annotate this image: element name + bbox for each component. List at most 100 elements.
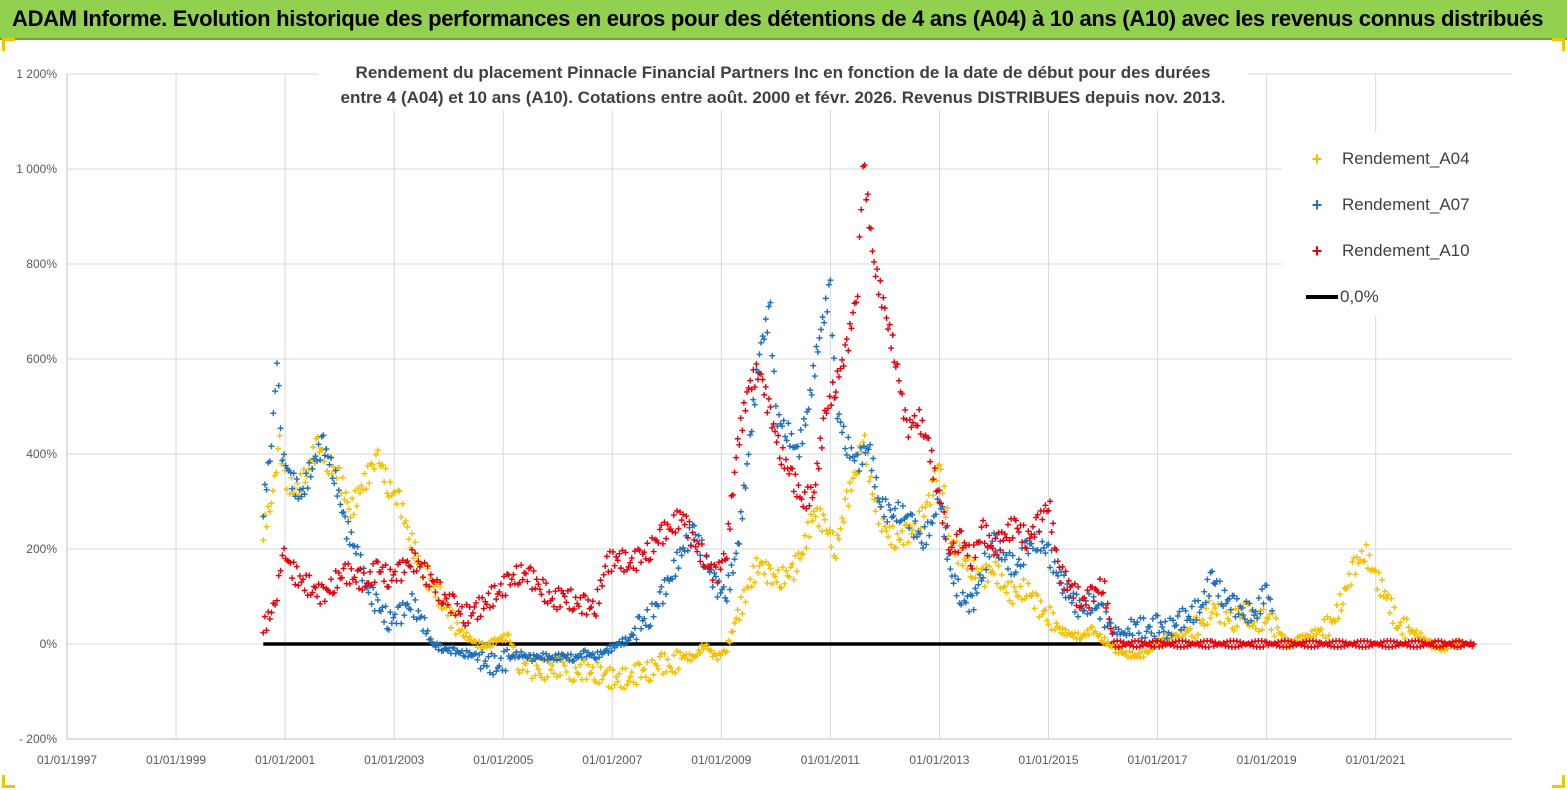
data-point <box>860 439 867 446</box>
data-point <box>717 566 724 573</box>
data-point <box>712 573 719 580</box>
data-point <box>553 673 560 680</box>
data-point <box>1375 569 1382 576</box>
data-point <box>672 573 679 580</box>
data-point <box>424 563 431 570</box>
data-point <box>360 569 367 576</box>
data-point <box>790 488 797 495</box>
data-point <box>1045 507 1052 514</box>
data-point <box>379 604 386 611</box>
data-point <box>1263 639 1270 646</box>
data-point <box>753 360 760 367</box>
data-point <box>1313 638 1320 645</box>
data-point <box>1394 639 1401 646</box>
data-point <box>1154 612 1161 619</box>
data-point <box>343 535 350 542</box>
data-point <box>504 646 511 653</box>
data-point <box>1378 576 1385 583</box>
data-point <box>418 613 425 620</box>
data-point <box>1128 616 1135 623</box>
data-point <box>511 580 518 587</box>
data-point <box>1029 545 1036 552</box>
data-point <box>529 586 536 593</box>
data-point <box>1084 627 1091 634</box>
data-point <box>798 496 805 503</box>
data-point <box>661 519 668 526</box>
data-point <box>275 445 282 452</box>
data-point <box>490 671 497 678</box>
data-point <box>451 593 458 600</box>
data-point <box>1070 595 1077 602</box>
data-point <box>884 518 891 525</box>
data-point <box>739 427 746 434</box>
data-point <box>878 503 885 510</box>
data-point <box>861 162 868 169</box>
data-point <box>831 355 838 362</box>
data-point <box>385 584 392 591</box>
data-point <box>740 586 747 593</box>
data-point <box>1372 567 1379 574</box>
data-point <box>622 549 629 556</box>
data-point <box>1382 588 1389 595</box>
data-point <box>1023 545 1030 552</box>
data-point <box>661 576 668 583</box>
data-point <box>1123 632 1130 639</box>
data-point <box>443 595 450 602</box>
data-point <box>326 461 333 468</box>
data-point <box>610 548 617 555</box>
data-point <box>994 580 1001 587</box>
data-point <box>454 619 461 626</box>
data-point <box>1182 630 1189 637</box>
data-point <box>1025 550 1032 557</box>
y-tick-label: 200% <box>26 542 57 556</box>
data-point <box>578 654 585 661</box>
data-point <box>782 567 789 574</box>
data-point <box>1327 616 1334 623</box>
data-point <box>1230 627 1237 634</box>
data-point <box>614 557 621 564</box>
data-point <box>1377 639 1384 646</box>
data-point <box>808 391 815 398</box>
data-point <box>899 390 906 397</box>
data-point <box>1047 604 1054 611</box>
data-point <box>550 603 557 610</box>
data-point <box>1136 643 1143 650</box>
data-point <box>942 536 949 543</box>
data-point <box>803 505 810 512</box>
data-point <box>564 587 571 594</box>
data-point <box>365 589 372 596</box>
data-point <box>458 626 465 633</box>
data-point <box>858 206 865 213</box>
data-point <box>630 632 637 639</box>
data-point <box>1081 594 1088 601</box>
data-point <box>1204 621 1211 628</box>
data-point <box>1171 643 1178 650</box>
data-point <box>1210 643 1217 650</box>
data-point <box>633 567 640 574</box>
data-point <box>692 531 699 538</box>
data-point <box>675 565 682 572</box>
data-point <box>373 591 380 598</box>
data-point <box>846 479 853 486</box>
data-point <box>641 615 648 622</box>
data-point <box>1003 589 1010 596</box>
data-point <box>451 645 458 652</box>
data-point <box>1237 638 1244 645</box>
data-point <box>888 541 895 548</box>
data-point <box>330 463 337 470</box>
data-point <box>764 329 771 336</box>
data-point <box>462 622 469 629</box>
data-point <box>1003 552 1010 559</box>
data-point <box>1034 511 1041 518</box>
data-point <box>415 558 422 565</box>
data-point <box>683 513 690 520</box>
data-point <box>1142 634 1149 641</box>
data-point <box>260 513 267 520</box>
data-point <box>1185 639 1192 646</box>
data-point <box>418 561 425 568</box>
data-point <box>1040 544 1047 551</box>
data-point <box>391 489 398 496</box>
data-point <box>840 519 847 526</box>
data-point <box>989 538 996 545</box>
data-point <box>825 405 832 412</box>
